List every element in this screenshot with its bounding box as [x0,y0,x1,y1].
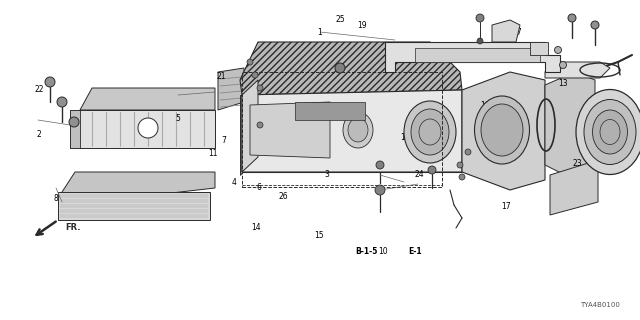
Text: 10: 10 [378,247,388,256]
Text: 19: 19 [356,21,367,30]
Text: 12: 12 [400,133,409,142]
Ellipse shape [584,100,636,164]
Text: 7: 7 [221,136,227,145]
Circle shape [69,117,79,127]
Text: 4: 4 [231,178,236,187]
Circle shape [591,21,599,29]
Bar [295,102,365,120]
Text: 11: 11 [208,149,217,158]
Text: E-8: E-8 [582,124,596,132]
Circle shape [252,72,258,78]
Text: 18: 18 [481,132,490,140]
Polygon shape [58,192,210,220]
Text: 20: 20 [397,42,407,51]
Text: 22: 22 [35,85,44,94]
Ellipse shape [404,101,456,163]
Text: 24: 24 [414,170,424,179]
Circle shape [57,97,67,107]
Text: 27: 27 [512,28,522,36]
Polygon shape [70,110,215,148]
Polygon shape [530,42,548,55]
Polygon shape [250,102,330,158]
Polygon shape [415,48,540,62]
Text: 23: 23 [572,159,582,168]
Polygon shape [545,62,610,78]
Ellipse shape [348,118,368,142]
Text: 25: 25 [335,15,346,24]
Polygon shape [385,42,560,72]
Ellipse shape [481,104,523,156]
Ellipse shape [593,110,627,154]
Circle shape [559,61,566,68]
Polygon shape [240,95,242,175]
Text: B-1-5: B-1-5 [355,247,377,256]
Circle shape [476,14,484,22]
Text: 16: 16 [480,101,490,110]
Text: 2: 2 [36,130,41,139]
Text: 13: 13 [558,79,568,88]
Polygon shape [492,20,520,42]
Polygon shape [70,110,80,148]
Circle shape [257,85,263,91]
Circle shape [568,14,576,22]
Text: E-1: E-1 [408,247,422,256]
Circle shape [335,63,345,73]
Circle shape [459,174,465,180]
Circle shape [45,77,55,87]
Text: 3: 3 [324,170,329,179]
Circle shape [138,118,158,138]
Polygon shape [550,160,598,215]
Ellipse shape [411,109,449,155]
Text: 8: 8 [54,194,59,203]
Circle shape [428,166,436,174]
Circle shape [457,162,463,168]
Circle shape [247,59,253,65]
Circle shape [465,149,471,155]
Polygon shape [242,90,462,172]
Text: 9: 9 [516,111,521,120]
Circle shape [257,122,263,128]
Text: 1: 1 [317,28,323,36]
Text: 15: 15 [314,231,324,240]
Ellipse shape [474,96,529,164]
Text: 5: 5 [175,114,180,123]
Text: FR.: FR. [65,223,81,232]
Polygon shape [218,68,244,110]
Text: 26: 26 [278,192,288,201]
Polygon shape [462,72,545,190]
Text: 14: 14 [251,223,261,232]
Circle shape [375,185,385,195]
Polygon shape [62,172,215,204]
Text: 6: 6 [257,183,262,192]
Circle shape [376,161,384,169]
Text: 17: 17 [500,202,511,211]
Circle shape [554,46,561,53]
Circle shape [477,38,483,44]
Text: H: H [145,125,151,131]
Text: 21: 21 [216,72,225,81]
Polygon shape [545,72,595,180]
Polygon shape [242,80,258,172]
Bar [242,72,442,187]
Polygon shape [80,88,215,110]
Ellipse shape [343,112,373,148]
Ellipse shape [576,90,640,174]
Text: TYA4B0100: TYA4B0100 [580,302,620,308]
Polygon shape [240,42,462,95]
